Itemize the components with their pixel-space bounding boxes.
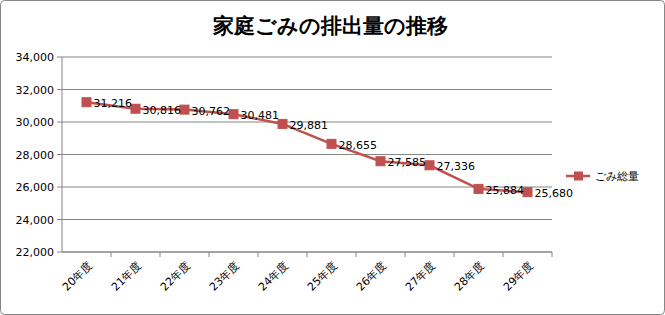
page: {"chart_data": {"type": "line", "title":…	[0, 0, 665, 315]
y-tick-label: 30,000	[16, 116, 55, 129]
y-axis	[62, 57, 63, 252]
x-tick	[454, 252, 455, 257]
x-tick-label: 23年度	[207, 259, 242, 294]
data-label: 27,336	[437, 160, 476, 173]
marker	[327, 139, 336, 148]
data-label: 29,881	[290, 119, 329, 132]
legend-label: ごみ総量	[595, 170, 639, 183]
data-label: 28,655	[339, 139, 378, 152]
chart: 家庭ごみの排出量の推移 22,000 24,000 26,000 28,000 30,00…	[0, 0, 665, 315]
y-tick-label: 24,000	[16, 214, 55, 227]
marker	[131, 104, 140, 113]
y-tick	[57, 89, 62, 90]
title: 家庭ごみの排出量の推移	[212, 14, 448, 38]
marker	[523, 188, 532, 197]
x-tick-label: 25年度	[305, 259, 340, 294]
x-tick-label: 21年度	[109, 259, 144, 294]
y-tick	[57, 57, 62, 58]
data-label: 27,585	[388, 156, 427, 169]
data-label: 30,816	[143, 104, 182, 117]
x-tick-label: 28年度	[452, 259, 487, 294]
x-tick	[111, 252, 112, 257]
x-tick-label: 27年度	[403, 259, 438, 294]
y-tick	[57, 187, 62, 188]
x-tick-label: 29年度	[501, 259, 536, 294]
y-tick	[57, 154, 62, 155]
grid-line	[62, 89, 552, 90]
x-tick	[405, 252, 406, 257]
grid-line	[62, 154, 552, 155]
y-tick-label: 32,000	[16, 84, 55, 97]
y-tick-label: 26,000	[16, 181, 55, 194]
marker	[229, 110, 238, 119]
x-tick	[503, 252, 504, 257]
y-tick-label: 22,000	[16, 246, 55, 259]
grid-line	[62, 57, 552, 58]
x-tick	[209, 252, 210, 257]
plot-area	[82, 98, 532, 197]
y-tick	[57, 122, 62, 123]
x-tick-label: 26年度	[354, 259, 389, 294]
series-line	[87, 102, 528, 192]
data-label: 25,680	[535, 187, 574, 200]
x-tick-label: 22年度	[158, 259, 193, 294]
legend-marker	[574, 172, 583, 181]
marker	[474, 184, 483, 193]
x-tick	[258, 252, 259, 257]
data-label: 25,884	[486, 184, 525, 197]
chart-frame	[1, 1, 665, 315]
marker	[376, 157, 385, 166]
y-tick	[57, 252, 62, 253]
x-tick-label: 20年度	[60, 259, 95, 294]
data-labels: 31,216 30,816 30,762 30,481 29,881 28,655 27,5…	[94, 97, 574, 200]
marker	[82, 98, 91, 107]
x-tick	[552, 252, 553, 257]
data-label: 30,762	[192, 105, 231, 118]
marker	[180, 105, 189, 114]
marker	[425, 161, 434, 170]
x-tick-label: 24年度	[256, 259, 291, 294]
y-tick-label: 34,000	[16, 51, 55, 64]
y-tick	[57, 219, 62, 220]
marker	[278, 119, 287, 128]
grid-line	[62, 219, 552, 220]
y-tick-label: 28,000	[16, 149, 55, 162]
x-tick	[307, 252, 308, 257]
data-label: 31,216	[94, 97, 133, 110]
x-tick	[160, 252, 161, 257]
data-label: 30,481	[241, 109, 280, 122]
x-tick	[356, 252, 357, 257]
